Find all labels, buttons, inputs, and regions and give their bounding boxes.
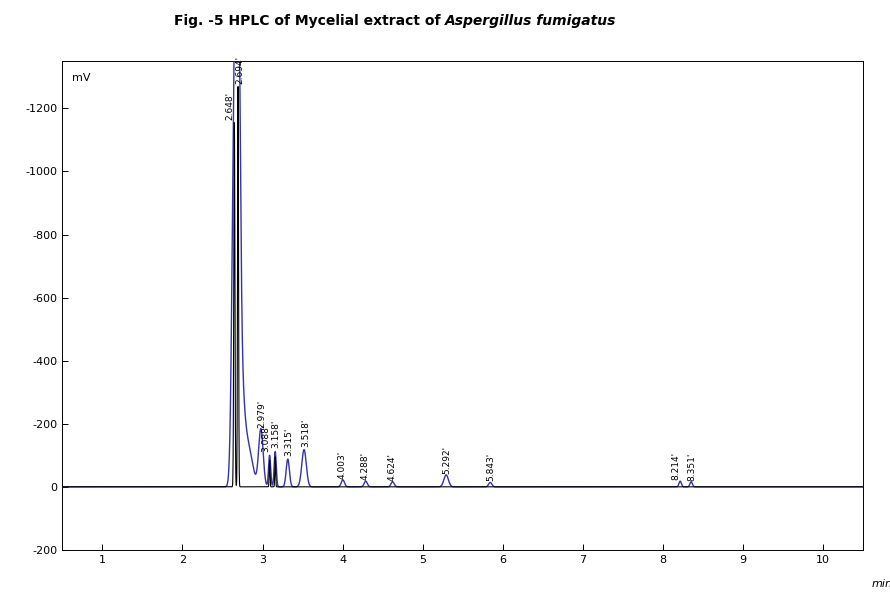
Text: Fig. -5 HPLC of Mycelial extract of: Fig. -5 HPLC of Mycelial extract of <box>174 15 445 28</box>
Text: 5.292': 5.292' <box>442 445 451 474</box>
Text: min: min <box>871 579 890 589</box>
Text: 2.648': 2.648' <box>225 92 234 120</box>
Text: 4.003': 4.003' <box>337 450 346 478</box>
Text: 3.158': 3.158' <box>271 420 280 448</box>
Text: 3.315': 3.315' <box>285 428 294 456</box>
Text: 8.214': 8.214' <box>672 452 681 480</box>
Text: 3.518': 3.518' <box>301 419 310 447</box>
Text: 4.624': 4.624' <box>387 453 396 480</box>
Text: 2.979': 2.979' <box>258 400 267 428</box>
Text: Aspergillus fumigatus: Aspergillus fumigatus <box>445 15 617 28</box>
Text: 2.694': 2.694' <box>235 56 244 84</box>
Text: 4.288': 4.288' <box>360 452 369 480</box>
Text: 5.843': 5.843' <box>487 453 496 481</box>
Text: 8.351': 8.351' <box>687 452 697 480</box>
Text: mV: mV <box>72 73 91 83</box>
Text: 3.088': 3.088' <box>261 423 270 452</box>
